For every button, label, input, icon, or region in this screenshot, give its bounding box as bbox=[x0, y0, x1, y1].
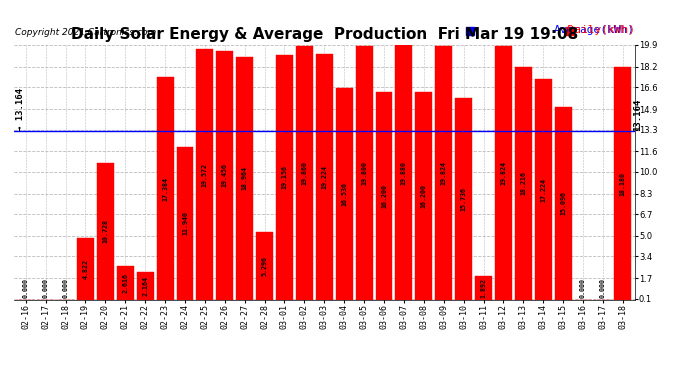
Bar bbox=[236, 57, 253, 300]
Bar bbox=[117, 267, 134, 300]
Bar bbox=[97, 162, 114, 300]
Bar bbox=[177, 147, 193, 300]
Text: 19.456: 19.456 bbox=[221, 164, 228, 188]
Bar bbox=[316, 54, 333, 300]
Bar bbox=[475, 276, 492, 300]
Text: 5.296: 5.296 bbox=[262, 256, 268, 276]
Text: 19.880: 19.880 bbox=[401, 160, 407, 184]
Text: 0.000: 0.000 bbox=[63, 278, 68, 298]
Text: 18.964: 18.964 bbox=[241, 166, 248, 190]
Bar bbox=[495, 46, 512, 300]
Text: 15.736: 15.736 bbox=[461, 187, 466, 211]
Text: Average(kWh): Average(kWh) bbox=[554, 25, 635, 35]
Bar bbox=[197, 49, 213, 300]
Text: 2.164: 2.164 bbox=[142, 276, 148, 296]
Text: 17.224: 17.224 bbox=[540, 178, 546, 202]
Text: 13.164: 13.164 bbox=[633, 99, 642, 131]
Text: 17.384: 17.384 bbox=[162, 177, 168, 201]
Bar bbox=[395, 45, 413, 300]
Bar bbox=[535, 79, 552, 300]
Bar bbox=[157, 77, 173, 300]
Bar bbox=[276, 54, 293, 300]
Bar bbox=[336, 88, 353, 300]
Bar bbox=[555, 106, 571, 300]
Text: 1.892: 1.892 bbox=[480, 278, 486, 298]
Bar bbox=[375, 92, 393, 300]
Text: 2.616: 2.616 bbox=[122, 273, 128, 293]
Bar bbox=[515, 67, 532, 300]
Text: 0.000: 0.000 bbox=[600, 278, 606, 298]
Text: 19.824: 19.824 bbox=[441, 161, 446, 185]
Bar bbox=[415, 92, 432, 300]
Bar bbox=[455, 98, 472, 300]
Bar bbox=[355, 46, 373, 300]
Text: Daily(kWh): Daily(kWh) bbox=[500, 25, 635, 35]
Bar bbox=[435, 46, 452, 300]
Text: 15.096: 15.096 bbox=[560, 191, 566, 215]
Bar bbox=[77, 238, 94, 300]
Text: 10.728: 10.728 bbox=[102, 219, 108, 243]
Bar bbox=[137, 272, 154, 300]
Text: 19.156: 19.156 bbox=[282, 165, 288, 189]
Text: 11.940: 11.940 bbox=[182, 211, 188, 236]
Text: 16.200: 16.200 bbox=[421, 184, 427, 208]
Text: 16.200: 16.200 bbox=[381, 184, 387, 208]
Text: Copyright 2021 Cartronics.com: Copyright 2021 Cartronics.com bbox=[14, 28, 156, 37]
Title: Daily Solar Energy & Average  Production  Fri Mar 19 19:08: Daily Solar Energy & Average Production … bbox=[70, 27, 578, 42]
Text: 18.180: 18.180 bbox=[620, 171, 626, 195]
Text: 19.800: 19.800 bbox=[361, 161, 367, 185]
Text: → 13.164: → 13.164 bbox=[16, 88, 25, 131]
Text: 0.000: 0.000 bbox=[43, 278, 49, 298]
Text: 0.000: 0.000 bbox=[580, 278, 586, 298]
Text: 0.000: 0.000 bbox=[23, 278, 29, 298]
Bar bbox=[614, 67, 631, 300]
Bar bbox=[296, 45, 313, 300]
Text: 19.224: 19.224 bbox=[322, 165, 327, 189]
Bar bbox=[256, 232, 273, 300]
Text: 18.216: 18.216 bbox=[520, 171, 526, 195]
Text: 19.572: 19.572 bbox=[202, 163, 208, 187]
Text: 16.536: 16.536 bbox=[341, 182, 347, 206]
Bar bbox=[217, 51, 233, 300]
Text: 19.824: 19.824 bbox=[500, 161, 506, 185]
Text: 4.822: 4.822 bbox=[82, 259, 88, 279]
Text: 19.860: 19.860 bbox=[302, 161, 308, 185]
